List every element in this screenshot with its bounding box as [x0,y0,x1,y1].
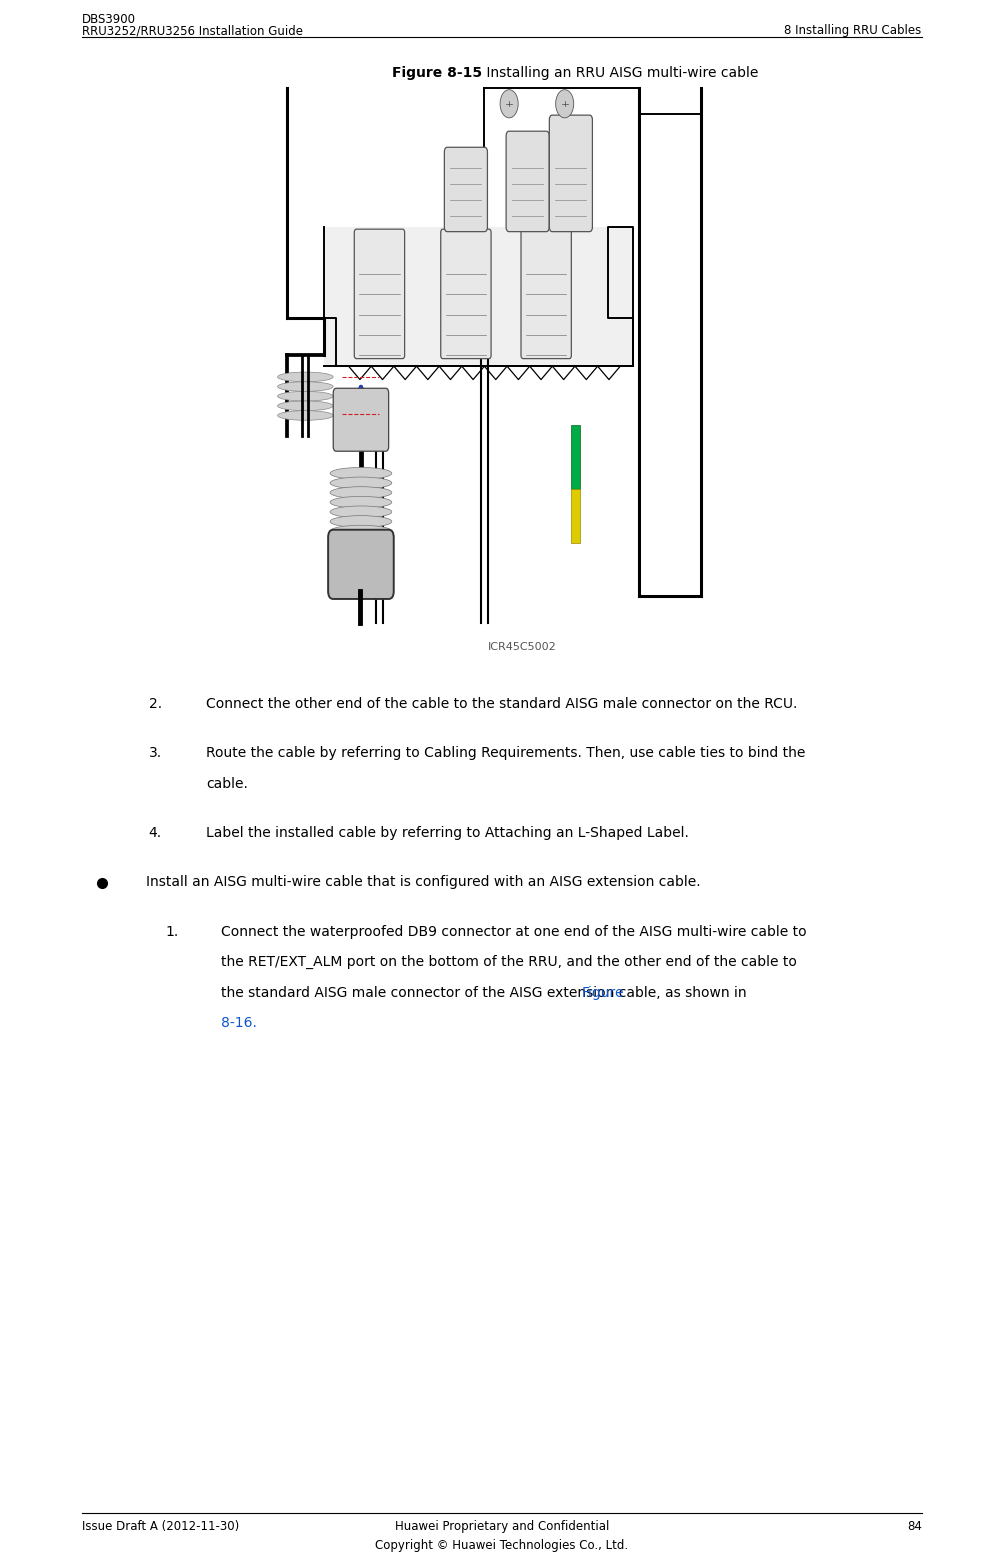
Text: 8-16.: 8-16. [221,1016,257,1030]
Bar [155,85,848,630]
Text: 3.: 3. [148,745,161,760]
Ellipse shape [277,382,333,392]
Text: Huawei Proprietary and Confidential: Huawei Proprietary and Confidential [394,1519,609,1533]
FancyBboxPatch shape [354,229,404,359]
Circle shape [555,89,573,117]
Text: 84: 84 [906,1519,921,1533]
Text: 1.: 1. [165,924,179,938]
Ellipse shape [277,401,333,410]
Ellipse shape [330,496,391,507]
Text: 8 Installing RRU Cables: 8 Installing RRU Cables [783,23,921,38]
Text: ICR45C5002: ICR45C5002 [487,642,556,651]
Text: RRU3252/RRU3256 Installation Guide: RRU3252/RRU3256 Installation Guide [82,23,303,38]
Bar [571,489,580,543]
FancyBboxPatch shape [506,132,549,232]
Text: Copyright © Huawei Technologies Co., Ltd.: Copyright © Huawei Technologies Co., Ltd… [375,1538,628,1552]
Text: Connect the other end of the cable to the standard AISG male connector on the RC: Connect the other end of the cable to th… [206,697,796,711]
Text: DBS3900: DBS3900 [82,13,136,25]
Text: Figure: Figure [581,985,623,999]
Bar [571,424,580,489]
Ellipse shape [277,410,333,420]
FancyBboxPatch shape [440,229,490,359]
Text: Issue Draft A (2012-11-30): Issue Draft A (2012-11-30) [82,1519,240,1533]
Ellipse shape [330,525,391,537]
Text: Install an AISG multi-wire cable that is configured with an AISG extension cable: Install an AISG multi-wire cable that is… [145,875,699,889]
Text: the RET/EXT_ALM port on the bottom of the RRU, and the other end of the cable to: the RET/EXT_ALM port on the bottom of th… [221,955,796,969]
FancyBboxPatch shape [328,529,393,598]
Text: Connect the waterproofed DB9 connector at one end of the AISG multi-wire cable t: Connect the waterproofed DB9 connector a… [221,924,805,938]
Text: cable.: cable. [206,777,248,791]
FancyBboxPatch shape [521,229,571,359]
Ellipse shape [330,478,391,489]
Ellipse shape [277,392,333,401]
Ellipse shape [330,515,391,528]
FancyBboxPatch shape [549,116,592,232]
Text: Installing an RRU AISG multi-wire cable: Installing an RRU AISG multi-wire cable [481,66,757,80]
Text: 2.: 2. [148,697,161,711]
Text: Figure 8-15: Figure 8-15 [391,66,481,80]
Text: 4.: 4. [148,825,161,839]
Circle shape [499,89,518,117]
Text: the standard AISG male connector of the AISG extension cable, as shown in: the standard AISG male connector of the … [221,985,750,999]
Bar [324,227,632,366]
Ellipse shape [330,487,391,498]
Ellipse shape [277,373,333,382]
Text: Route the cable by referring to Cabling Requirements. Then, use cable ties to bi: Route the cable by referring to Cabling … [206,745,804,760]
FancyBboxPatch shape [333,388,388,451]
Ellipse shape [330,467,391,479]
Ellipse shape [330,506,391,518]
FancyBboxPatch shape [444,147,487,232]
Text: Label the installed cable by referring to Attaching an L-Shaped Label.: Label the installed cable by referring t… [206,825,688,839]
